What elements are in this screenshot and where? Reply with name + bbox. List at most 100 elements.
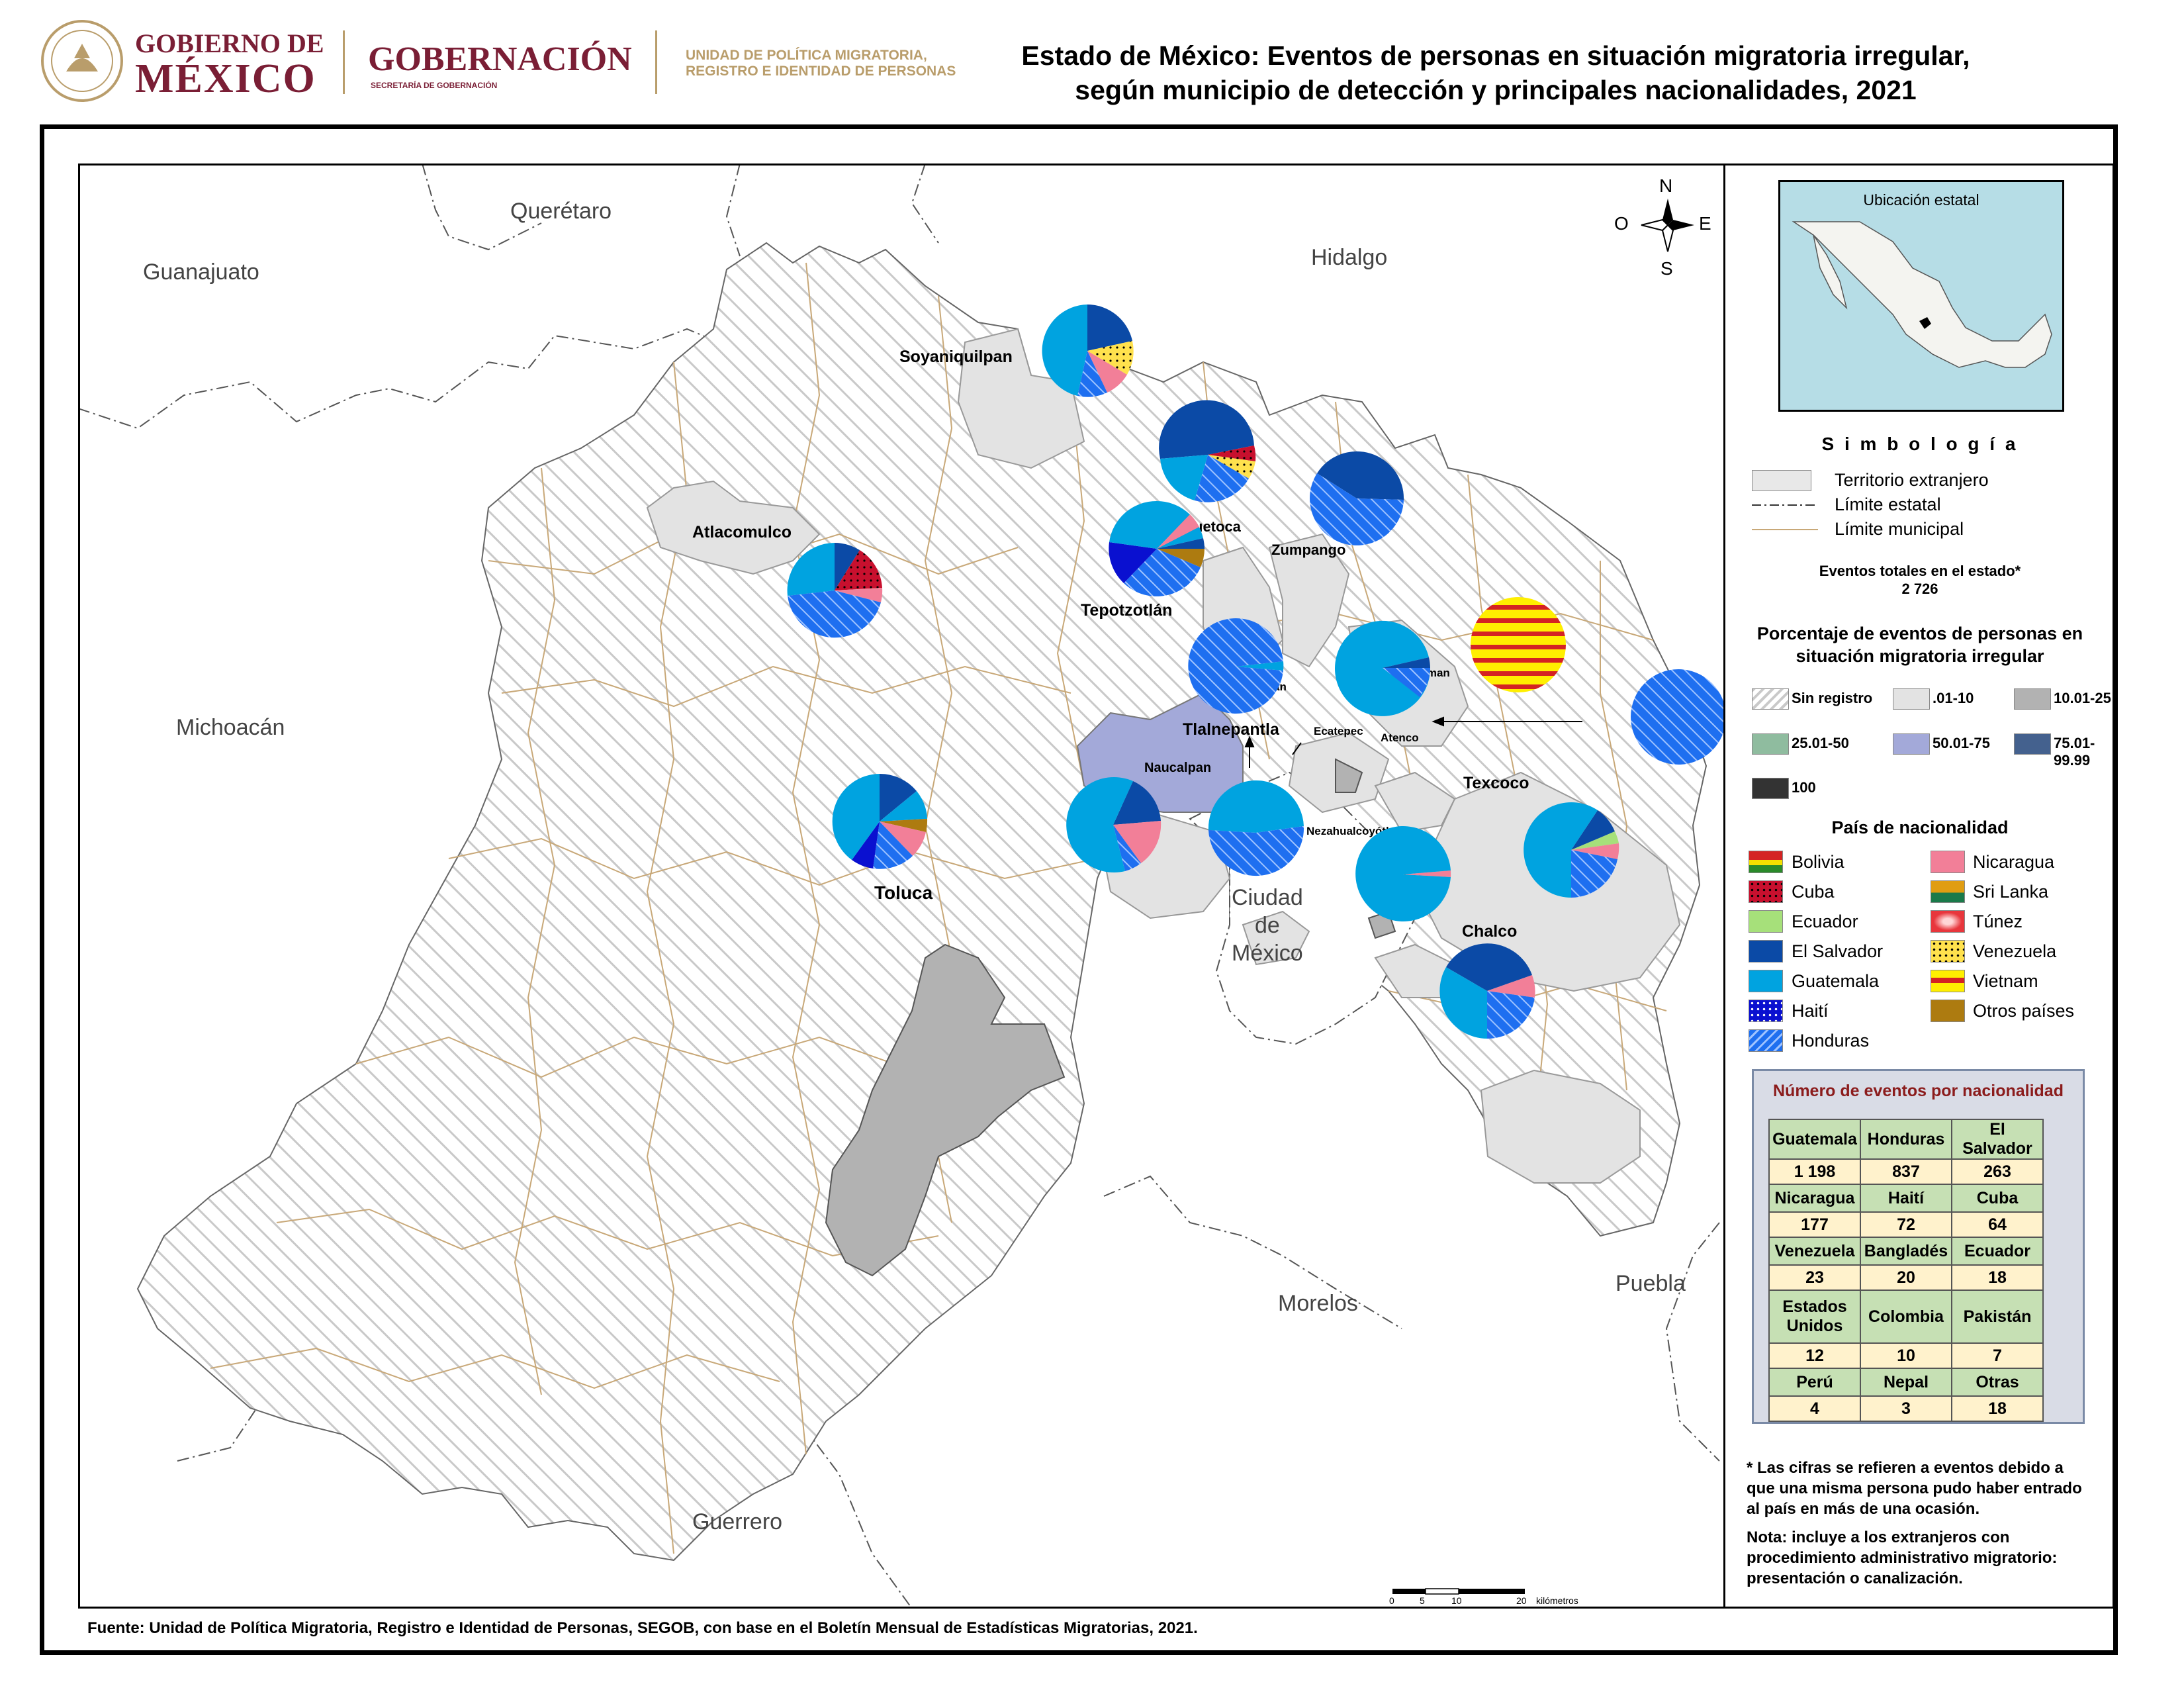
header-divider — [343, 30, 345, 94]
label-tepotzotlan: Tepotzotlán — [1081, 601, 1173, 620]
compass-o: O — [1614, 213, 1629, 234]
table-value-cell: 10 — [1860, 1342, 1952, 1369]
table-header-cell: Estados Unidos — [1768, 1289, 1861, 1344]
header-divider-2 — [655, 30, 657, 94]
note1-line2: que una misma persona pudo haber entrado — [1747, 1479, 2082, 1497]
table-header-cell: Pakistán — [1951, 1289, 2044, 1344]
range-swatch — [1893, 688, 1930, 710]
label-tlalnepantla: Tlalnepantla — [1183, 720, 1279, 739]
pie-soyaniquilpan — [1042, 305, 1134, 397]
outer-frame — [40, 124, 2118, 1655]
table-header-cell: Venezuela — [1768, 1237, 1861, 1266]
label-guanajuato: Guanajuato — [143, 259, 259, 285]
pie-tultitlan — [1188, 618, 1284, 714]
scale-0: 0 — [1389, 1595, 1394, 1606]
nationality-label: Sri Lanka — [1973, 882, 2049, 902]
pie-tlalnepantla — [1208, 780, 1304, 876]
nationality-label: Otros países — [1973, 1001, 2075, 1021]
table-header-cell: El Salvador — [1951, 1119, 2044, 1160]
range-label: 100 — [1792, 779, 1816, 796]
pie-naucalpan — [1066, 776, 1161, 872]
label-toluca: Toluca — [874, 882, 933, 903]
nationality-swatch — [1749, 940, 1783, 962]
label-cdmx-2: de — [1254, 913, 1280, 938]
note2-line2: procedimiento administrativo migratorio: — [1747, 1549, 2058, 1567]
label-queretaro: Querétaro — [510, 199, 612, 224]
label-zumpango: Zumpango — [1271, 541, 1346, 558]
nationality-label: Vietnam — [1973, 971, 2038, 991]
nationality-swatch — [1931, 970, 1965, 992]
nationality-swatch — [1749, 1000, 1783, 1022]
porcentaje-title: Porcentaje de eventos de personas en sit… — [1725, 622, 2115, 667]
table-value-cell: 12 — [1768, 1342, 1861, 1369]
inset-map: Ubicación estatal — [1778, 180, 2064, 412]
source-note: Fuente: Unidad de Política Migratoria, R… — [87, 1619, 1198, 1637]
nationality-swatch — [1931, 851, 1965, 873]
nationality-label: Cuba — [1792, 882, 1835, 902]
header-logos: GOBIERNO DE MÉXICO — [40, 19, 324, 102]
pie-tepotzotlan — [1109, 500, 1205, 596]
table-header-cell: Ecuador — [1951, 1237, 2044, 1266]
limite-municipal-line — [1752, 529, 1818, 530]
table-value-cell: 72 — [1860, 1211, 1952, 1238]
map-panel: Querétaro Guanajuato Hidalgo Michoacán C… — [78, 164, 1725, 1609]
pie-zumpango — [1310, 451, 1404, 545]
table-value-cell: 1 198 — [1768, 1158, 1861, 1185]
porcentaje-line1: Porcentaje de eventos de personas en — [1756, 624, 2083, 643]
scale-10: 10 — [1451, 1595, 1462, 1606]
pie-atlacomulco — [787, 543, 883, 638]
unidad-line1: UNIDAD DE POLÍTICA MIGRATORIA, — [686, 48, 927, 63]
label-cdmx-1: Ciudad — [1232, 885, 1303, 910]
notes: * Las cifras se refieren a eventos debid… — [1747, 1458, 2104, 1589]
title-line2: según municipio de detección y principal… — [1075, 75, 1917, 105]
nationality-label: Guatemala — [1792, 971, 1880, 991]
range-swatch — [2014, 688, 2051, 710]
pie-charts — [787, 199, 1723, 1595]
table-value-cell: 18 — [1951, 1395, 2044, 1422]
title-line1: Estado de México: Eventos de personas en… — [1021, 40, 1970, 71]
table-header-cell: Nepal — [1860, 1368, 1952, 1397]
compass-rose-icon — [1641, 199, 1694, 252]
table-value-cell: 177 — [1768, 1211, 1861, 1238]
pie-texcoco — [1524, 802, 1619, 898]
range-swatch — [1893, 733, 1930, 755]
secretaria-label: SECRETARÍA DE GOBERNACIÓN — [371, 81, 498, 90]
range-swatch — [1752, 778, 1789, 799]
range-label: 25.01-50 — [1792, 735, 1849, 751]
pie-chalco — [1439, 943, 1535, 1039]
legend-panel: Ubicación estatal S i m b o l o g í a Te… — [1725, 164, 2115, 1609]
pie-atenco — [1631, 669, 1723, 765]
label-cdmx: Ciudad de México — [1232, 884, 1303, 967]
label-atenco: Atenco — [1381, 731, 1419, 744]
eventos-total-label: Eventos totales en el estado* — [1819, 563, 2021, 579]
pie-acolman — [1335, 620, 1431, 716]
territorio-label: Territorio extranjero — [1835, 470, 1989, 490]
range-label: 50.01-75 — [1933, 735, 1990, 751]
counts-panel: Número de eventos por nacionalidad Guate… — [1752, 1069, 2085, 1424]
label-morelos: Morelos — [1278, 1291, 1358, 1316]
pie-huehuetoca — [1159, 400, 1256, 502]
counts-title: Número de eventos por nacionalidad — [1773, 1082, 2064, 1100]
nationality-label: Túnez — [1973, 912, 2023, 931]
nationality-label: Ecuador — [1792, 912, 1858, 931]
limite-estatal-label: Límite estatal — [1835, 494, 1941, 514]
label-cdmx-3: México — [1232, 941, 1303, 966]
table-header-cell: Bangladés — [1860, 1237, 1952, 1266]
table-header-cell: Honduras — [1860, 1119, 1952, 1160]
label-chalco: Chalco — [1462, 922, 1518, 941]
gob-line1: GOBIERNO DE — [135, 28, 324, 58]
compass-s: S — [1661, 258, 1673, 279]
unidad-line2: REGISTRO E IDENTIDAD DE PERSONAS — [686, 64, 956, 79]
range-swatch — [1752, 688, 1789, 710]
simbologia-title: S i m b o l o g í a — [1821, 434, 2019, 454]
scale-20: 20 — [1516, 1595, 1527, 1606]
range-label: 10.01-25 — [2054, 690, 2111, 706]
nationality-swatch — [1931, 880, 1965, 903]
table-value-cell: 4 — [1768, 1395, 1861, 1422]
label-soyaniquilpan: Soyaniquilpan — [899, 348, 1013, 366]
range-label: Sin registro — [1792, 690, 1873, 706]
limite-estatal-line — [1752, 504, 1818, 506]
inset-title: Ubicación estatal — [1863, 191, 1979, 209]
toluca-area — [825, 943, 1066, 1277]
table-value-cell: 20 — [1860, 1264, 1952, 1291]
